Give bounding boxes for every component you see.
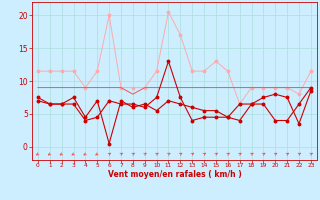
X-axis label: Vent moyen/en rafales ( km/h ): Vent moyen/en rafales ( km/h ) xyxy=(108,170,241,179)
